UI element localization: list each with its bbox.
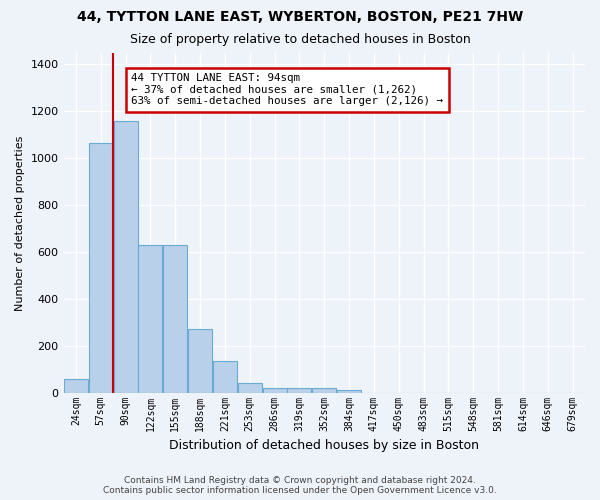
X-axis label: Distribution of detached houses by size in Boston: Distribution of detached houses by size … [169, 440, 479, 452]
Text: 44, TYTTON LANE EAST, WYBERTON, BOSTON, PE21 7HW: 44, TYTTON LANE EAST, WYBERTON, BOSTON, … [77, 10, 523, 24]
Bar [64, 379, 88, 393]
Bar [213, 362, 237, 393]
Bar [337, 390, 361, 393]
Text: Contains HM Land Registry data © Crown copyright and database right 2024.
Contai: Contains HM Land Registry data © Crown c… [103, 476, 497, 495]
Bar [89, 143, 113, 393]
Text: 44 TYTTON LANE EAST: 94sqm
← 37% of detached houses are smaller (1,262)
63% of s: 44 TYTTON LANE EAST: 94sqm ← 37% of deta… [131, 73, 443, 106]
Bar [113, 120, 137, 393]
Bar [312, 388, 337, 393]
Bar [188, 328, 212, 393]
Bar [139, 245, 163, 393]
Text: Size of property relative to detached houses in Boston: Size of property relative to detached ho… [130, 32, 470, 46]
Bar [238, 382, 262, 393]
Bar [287, 388, 311, 393]
Bar [263, 388, 287, 393]
Bar [163, 245, 187, 393]
Y-axis label: Number of detached properties: Number of detached properties [15, 135, 25, 310]
